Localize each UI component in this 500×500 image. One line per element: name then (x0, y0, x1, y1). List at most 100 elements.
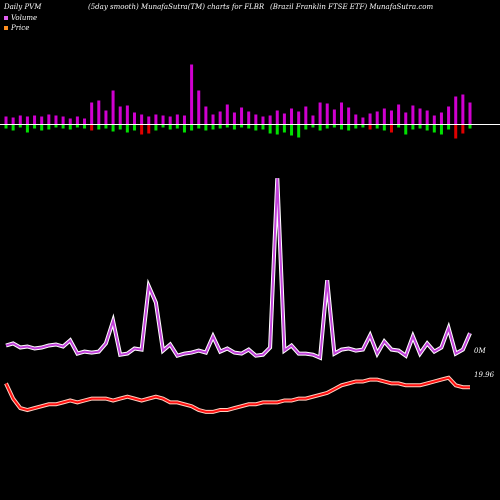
volume-bar-down (33, 124, 37, 129)
volume-bar-up (389, 110, 393, 125)
volume-bar-up (261, 116, 265, 125)
volume-bar-up (347, 107, 351, 125)
volume-bar-up (275, 110, 279, 125)
legend-volume: Volume (4, 14, 37, 22)
volume-bar-down (247, 124, 251, 129)
volume-bar-up (132, 112, 136, 125)
volume-bar-down (182, 124, 186, 133)
volume-line (5, 178, 471, 360)
legend-price-label: Price (11, 24, 30, 32)
volume-bar-down (61, 124, 65, 129)
volume-bar-down (404, 124, 408, 135)
volume-bar-down (68, 124, 72, 130)
volume-bar-down (297, 124, 301, 138)
volume-bar-down (418, 124, 422, 129)
volume-bar-down (175, 124, 179, 129)
volume-bar-up (240, 107, 244, 125)
volume-bar-down (240, 124, 244, 128)
volume-bar-down (204, 124, 208, 131)
volume-bar-up (11, 117, 15, 125)
volume-bar-up (47, 114, 51, 125)
chart-header-right: (Brazil Franklin FTSE ETF) MunafaSutra.c… (270, 3, 434, 11)
volume-bar-up (311, 115, 315, 125)
volume-bar-down (340, 124, 344, 130)
volume-bar-down (368, 124, 372, 130)
volume-bar-up (247, 111, 251, 125)
volume-bar-down (347, 124, 351, 131)
volume-bar-up (297, 111, 301, 125)
volume-bar-up (197, 90, 201, 125)
volume-bar-down (375, 124, 379, 129)
volume-bar-up (225, 104, 229, 125)
volume-bar-down (161, 124, 165, 128)
volume-bar-up (54, 115, 58, 125)
volume-bar-up (204, 106, 208, 125)
volume-bar-up (168, 116, 172, 125)
volume-bar-down (439, 124, 443, 135)
volume-bar-up (382, 108, 386, 125)
volume-bar-down (447, 124, 451, 130)
volume-bar-down (132, 124, 136, 131)
volume-bar-up (182, 115, 186, 125)
volume-bar-up (375, 111, 379, 125)
volume-bar-up (290, 108, 294, 125)
volume-bar-up (254, 114, 258, 125)
legend-volume-swatch (4, 16, 8, 20)
volume-bar-down (154, 124, 158, 131)
volume-bar-up (454, 96, 458, 125)
volume-bar-down (282, 124, 286, 133)
volume-bar-up (432, 115, 436, 125)
volume-bar-down (190, 124, 194, 131)
volume-bar-down (211, 124, 215, 130)
volume-bar-down (432, 124, 436, 133)
volume-bar-up (25, 116, 29, 125)
volume-bar-up (332, 109, 336, 125)
volume-bar-down (25, 124, 29, 133)
chart-header-title: (5day smooth) MunafaSutra(TM) charts for… (88, 3, 265, 11)
volume-bar-down (104, 124, 108, 129)
volume-bar-down (125, 124, 129, 133)
volume-bar-up (18, 115, 22, 125)
volume-bar-up (468, 102, 472, 125)
volume-bar-up (83, 118, 87, 125)
volume-bar-up (61, 116, 65, 125)
volume-bar-up (97, 100, 101, 125)
volume-bar-up (268, 115, 272, 125)
volume-bar-down (325, 124, 329, 129)
volume-bar-down (54, 124, 58, 128)
volume-bar-up (447, 106, 451, 125)
volume-bar-up (340, 102, 344, 125)
volume-bar-up (318, 102, 322, 125)
volume-bar-up (368, 113, 372, 125)
volume-bar-down (168, 124, 172, 130)
volume-bar-up (361, 117, 365, 125)
volume-bar-down (361, 124, 365, 128)
volume-bar-down (454, 124, 458, 139)
volume-bar-down (382, 124, 386, 131)
volume-axis-label: 0M (474, 347, 486, 355)
volume-bar-down (268, 124, 272, 134)
volume-bar-down (318, 124, 322, 131)
volume-bar-up (154, 114, 158, 125)
volume-bar-up (68, 118, 72, 125)
volume-bar-up (33, 115, 37, 125)
volume-bar-up (439, 112, 443, 125)
volume-bar-down (397, 124, 401, 128)
volume-bar-up (411, 105, 415, 125)
volume-bar-down (232, 124, 236, 130)
volume-bar-up (111, 90, 115, 125)
volume-bar-up (104, 110, 108, 125)
volume-bar-up (147, 116, 151, 125)
volume-bar-down (111, 124, 115, 132)
volume-bar-down (40, 124, 44, 131)
volume-bar-up (397, 104, 401, 125)
volume-bar-up (211, 114, 215, 125)
volume-bar-down (140, 124, 144, 135)
volume-bar-up (175, 114, 179, 125)
volume-bar-up (125, 105, 129, 125)
volume-bar-up (190, 64, 194, 125)
chart-header-left: Daily PVM (4, 3, 42, 11)
volume-bar-down (4, 124, 8, 129)
